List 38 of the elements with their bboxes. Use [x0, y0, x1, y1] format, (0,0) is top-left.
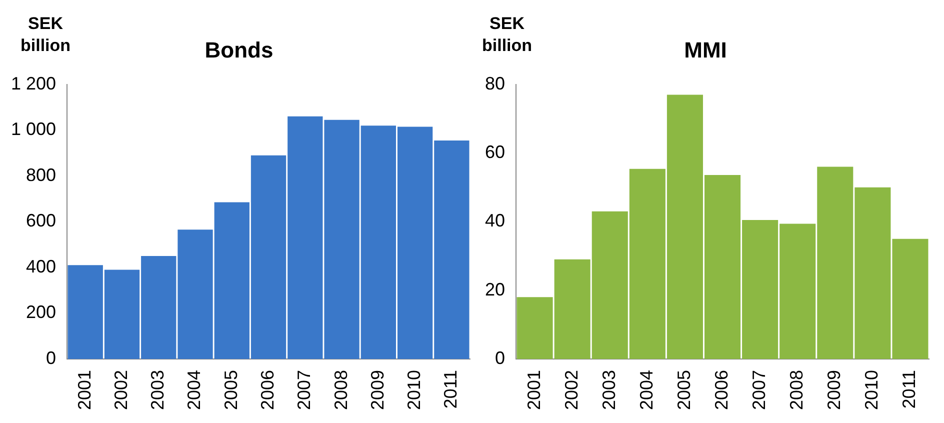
x-tick-label: 2007	[294, 370, 314, 410]
x-tick-label: 2004	[184, 370, 204, 410]
y-tick-label: 80	[484, 73, 506, 94]
y-tick-label: 60	[484, 142, 506, 162]
x-tick-label: 2010	[862, 370, 882, 410]
x-tick-label: 2005	[220, 370, 241, 410]
x-tick-label: 2008	[786, 370, 807, 410]
x-tick-label: 2001	[74, 370, 94, 410]
x-tick-label: 2006	[711, 370, 732, 410]
x-tick-label: 2001	[524, 370, 544, 410]
x-tick-label: 2011	[440, 370, 461, 409]
y-tick-label: 0	[46, 348, 56, 368]
chart-title: MMI	[684, 37, 727, 62]
y-tick-label: 200	[26, 302, 56, 322]
x-tick-label: 2002	[110, 370, 131, 410]
x-tick-label: 2004	[636, 370, 656, 410]
x-tick-label: 2010	[404, 370, 424, 410]
x-tick-label: 2006	[257, 370, 278, 410]
x-tick-label: 2005	[674, 370, 694, 410]
x-tick-label: 2003	[598, 370, 619, 410]
x-tick-label: 2002	[561, 370, 582, 410]
y-tick-label: 1 200	[10, 73, 56, 94]
y-tick-label: 40	[484, 210, 506, 231]
y-tick-label: 1 000	[10, 119, 56, 140]
y-tick-label: 0	[495, 348, 506, 368]
x-tick-label: 2003	[148, 370, 168, 410]
y-tick-label: 400	[26, 256, 56, 276]
y-axis-title: SEK billion	[482, 14, 532, 56]
y-tick-label: 600	[26, 210, 56, 231]
chart-title: Bonds	[204, 37, 274, 62]
x-tick-label: 2007	[749, 370, 770, 410]
x-tick-label: 2011	[899, 370, 920, 409]
x-tick-label: 2009	[367, 370, 388, 410]
y-tick-label: 20	[484, 279, 506, 300]
y-axis-title: SEK billion	[20, 14, 71, 56]
x-tick-label: 2009	[824, 370, 844, 410]
x-tick-label: 2008	[330, 370, 351, 410]
y-tick-label: 800	[26, 164, 56, 185]
